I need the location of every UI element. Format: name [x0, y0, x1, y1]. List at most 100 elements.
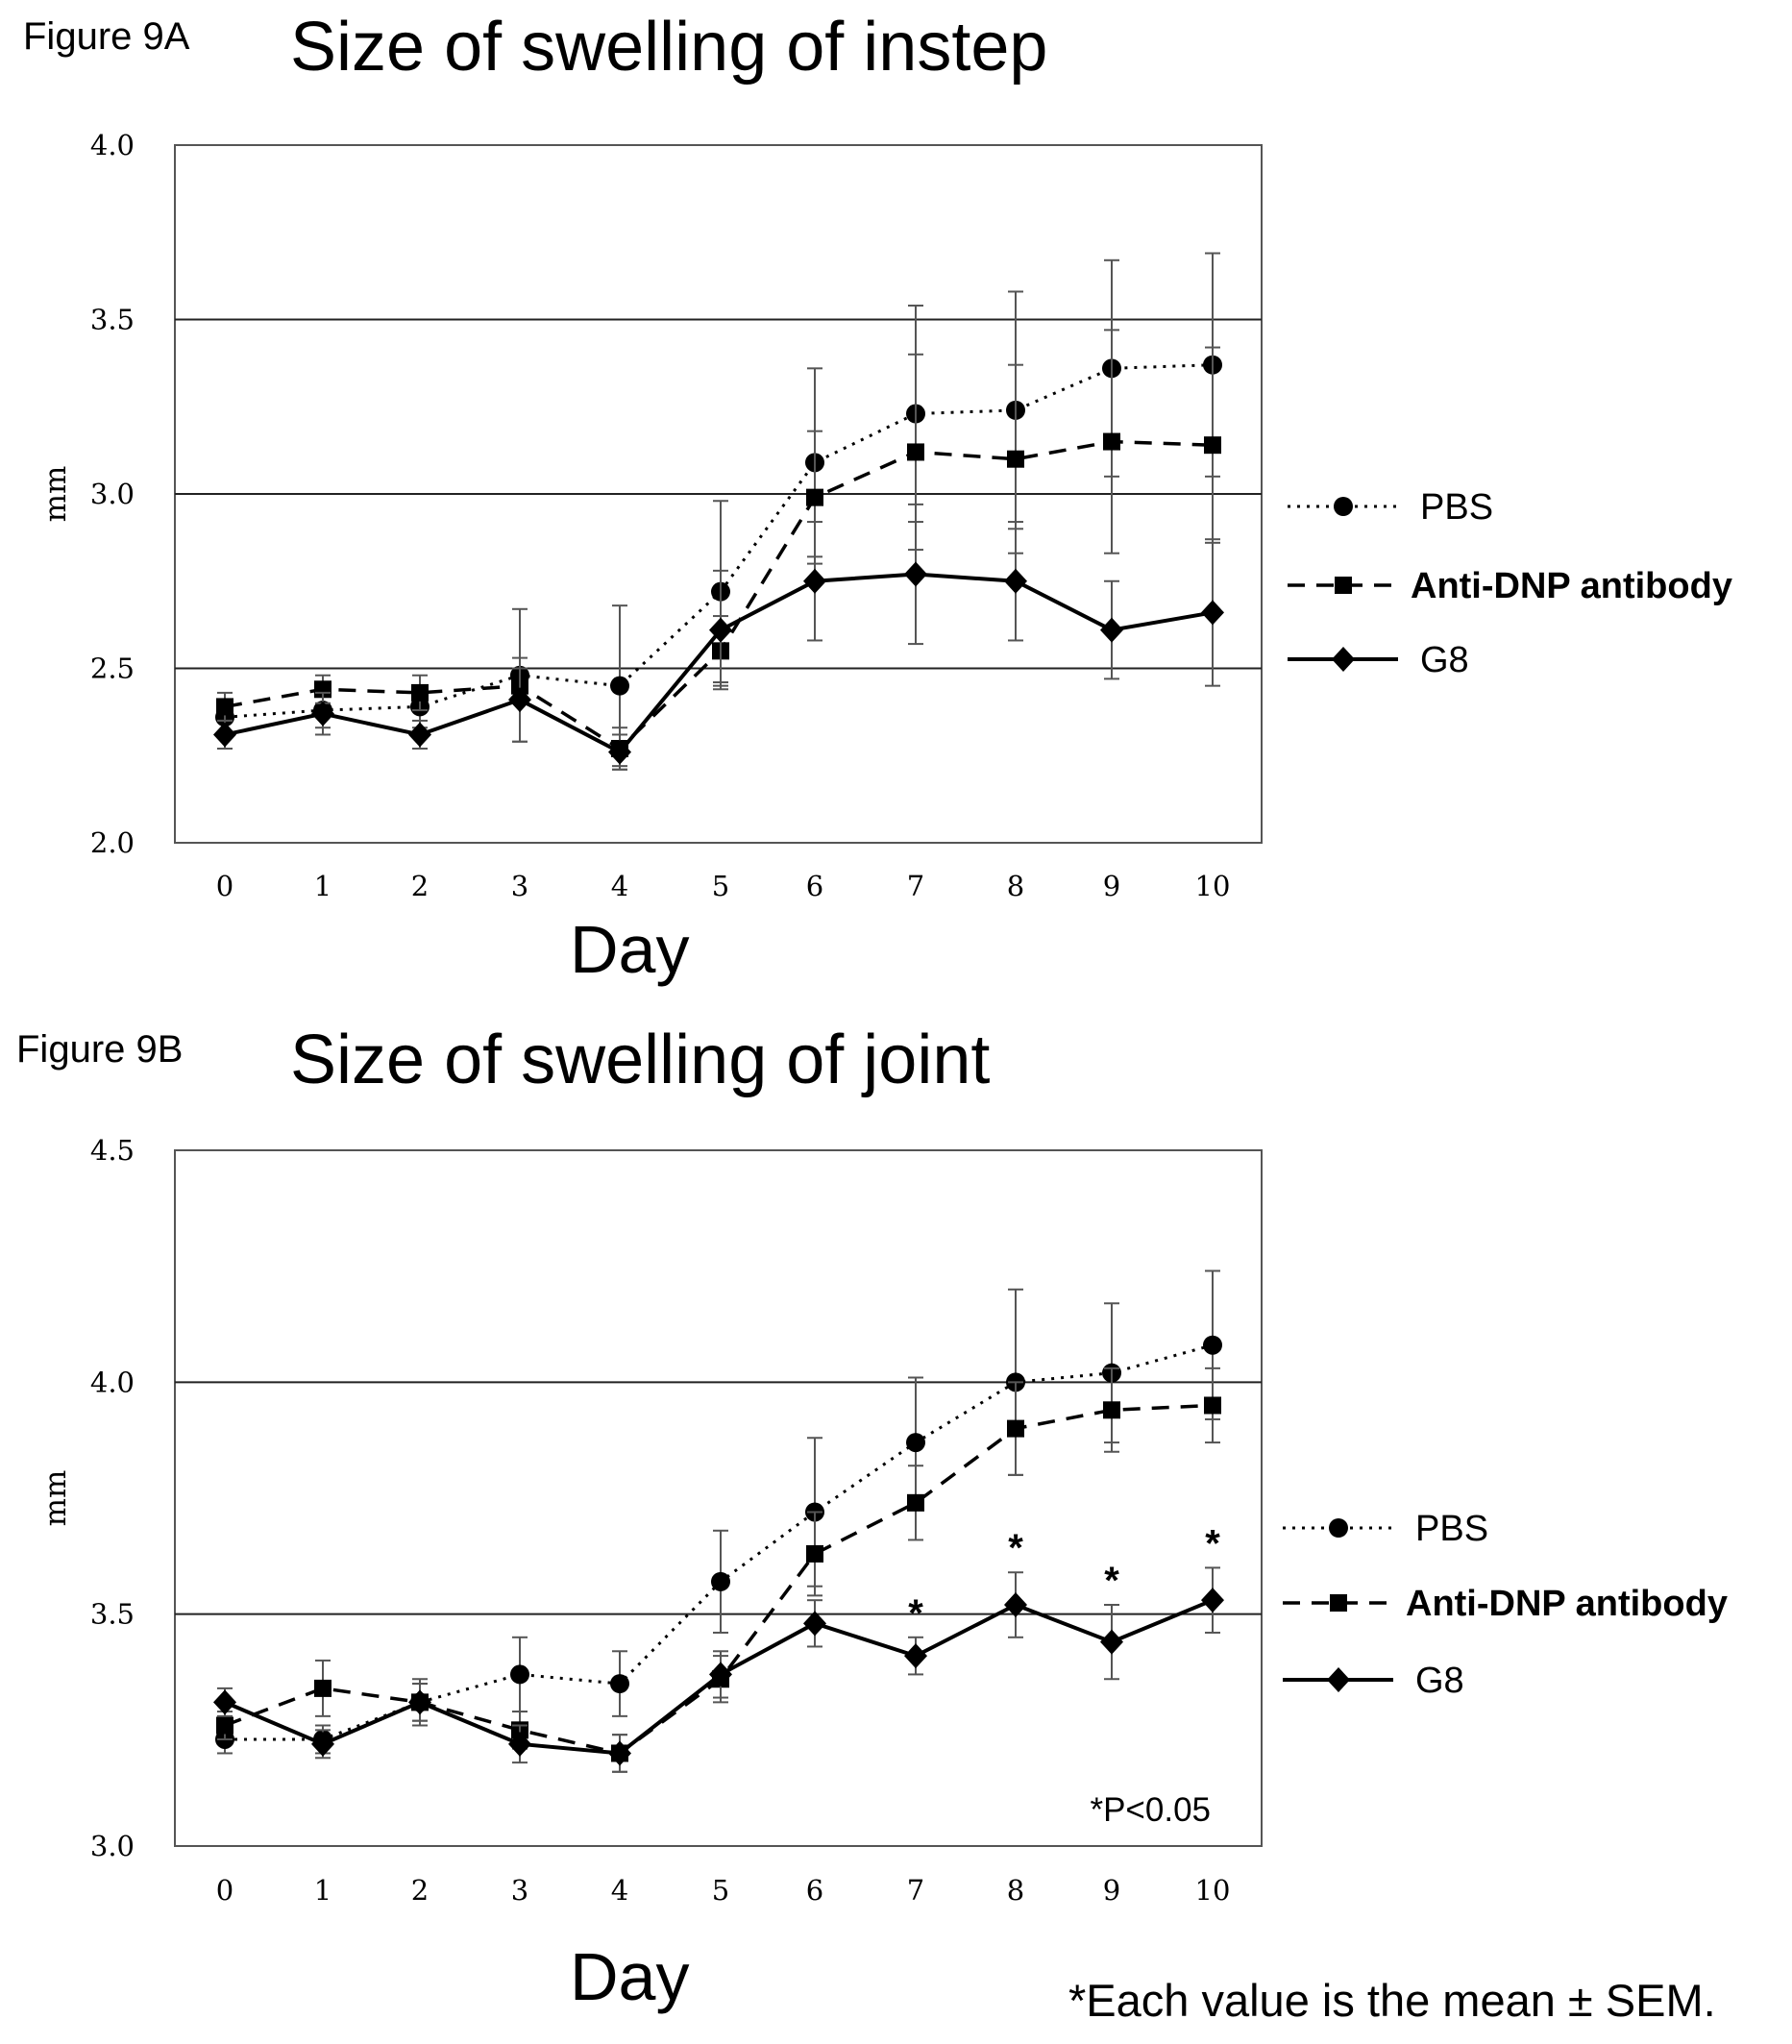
- chart-9b-legend-label: G8: [1415, 1661, 1464, 1701]
- chart-9b-series-g8-point: [213, 1689, 236, 1715]
- chart-9a-series-g8-point: [408, 722, 431, 748]
- chart-9b-series-g8-point: [408, 1689, 431, 1715]
- chart-9a-xtick-label: 5: [712, 870, 729, 902]
- chart-9a-xtick-label: 4: [611, 870, 628, 902]
- chart-9a-legend-entry: Anti-DNP antibody: [1288, 566, 1732, 606]
- chart-9b-significance-asterisk: *: [1008, 1527, 1023, 1569]
- chart-9a-legend-label: G8: [1420, 640, 1469, 680]
- chart-9a-xtick-label: 1: [314, 870, 331, 902]
- chart-9b-ytick-label: 3.5: [90, 1598, 135, 1631]
- chart-9b-legend-swatch-marker: [1329, 1518, 1348, 1538]
- chart-9b-series-g8-point: [904, 1643, 927, 1669]
- figure-9a-label: Figure 9A: [23, 15, 190, 58]
- chart-9a-series-anti-dnp-antibody: [216, 329, 1221, 771]
- chart-9a-legend-entry: PBS: [1288, 487, 1493, 528]
- chart-9a-xtick-label: 6: [806, 870, 823, 902]
- chart-9b-significance-asterisk: *: [1205, 1522, 1220, 1564]
- chart-9b-p-value-note: *P<0.05: [1090, 1791, 1211, 1829]
- chart-9a-ytick-label: 2.0: [90, 826, 135, 859]
- figure-9b-xlabel: Day: [570, 1939, 690, 2014]
- chart-9a-series-anti-dnp-antibody-point: [1204, 436, 1221, 455]
- chart-9b-series-anti-dnp-antibody-point: [1007, 1419, 1024, 1438]
- chart-9a-ytick-label: 2.5: [90, 653, 135, 685]
- chart-9a-xtick-label: 7: [907, 870, 924, 902]
- chart-9b-legend-entry: G8: [1283, 1661, 1464, 1701]
- chart-9b-series-anti-dnp-antibody-point: [1204, 1396, 1221, 1415]
- figure-9b-label: Figure 9B: [16, 1028, 184, 1071]
- figure-9a-title: Size of swelling of instep: [290, 9, 1048, 86]
- chart-9a-legend-swatch-marker: [1332, 647, 1355, 672]
- chart-9a-series-g8-point: [904, 561, 927, 587]
- chart-9b-xtick-label: 4: [611, 1874, 628, 1907]
- chart-9b-xtick-label: 0: [216, 1874, 233, 1907]
- chart-9b-series-anti-dnp-antibody: [216, 1367, 1221, 1773]
- chart-9a-ytick-label: 3.5: [90, 304, 135, 336]
- chart-9a-series-anti-dnp-antibody-point: [1103, 432, 1120, 451]
- chart-9a-series-g8-point: [508, 687, 531, 713]
- chart-9a-legend-entry: G8: [1288, 640, 1469, 680]
- sem-footnote: *Each value is the mean ± SEM.: [1068, 1975, 1716, 2026]
- chart-9b-xtick-label: 6: [806, 1874, 823, 1907]
- chart-9b-ylabel: mm: [38, 1470, 73, 1527]
- chart-9a-xtick-label: 3: [511, 870, 528, 902]
- chart-9a-series-anti-dnp-antibody-point: [806, 488, 823, 506]
- chart-9a-series-pbs-line: [224, 363, 1214, 719]
- chart-9b-series-anti-dnp-antibody-point: [314, 1679, 331, 1697]
- chart-9b-series-g8-point: [508, 1731, 531, 1757]
- chart-9a-legend-label: PBS: [1420, 487, 1493, 528]
- chart-9a-series-anti-dnp-antibody-point: [1007, 450, 1024, 468]
- chart-9a-series-g8-point: [608, 739, 631, 765]
- chart-9b-significance-asterisk: *: [1104, 1560, 1119, 1602]
- chart-9b-ytick-label: 4.0: [90, 1366, 135, 1398]
- chart-9a: 2.0 2.5 3.0 3.5 4.0 0 1 2 3 4 5 6 7 8 9 10 mm PBS Anti-DNP…: [38, 129, 1732, 902]
- chart-9a-ytick-label: 4.0: [90, 129, 135, 161]
- chart-9a-xtick-label: 10: [1195, 870, 1231, 902]
- chart-9a-legend-swatch-marker: [1335, 577, 1352, 594]
- chart-9b-series-pbs-point: [906, 1433, 925, 1453]
- chart-9b-xtick-label: 3: [511, 1874, 528, 1907]
- chart-9b-series-anti-dnp-antibody-point: [1103, 1401, 1120, 1419]
- chart-9a-ylabel: mm: [38, 466, 73, 523]
- chart-9b-series-pbs-point: [610, 1674, 629, 1694]
- chart-9b-xtick-label: 1: [314, 1874, 331, 1907]
- chart-9a-ytick-label: 3.0: [90, 478, 135, 510]
- chart-9b-series-anti-dnp-antibody-point: [806, 1544, 823, 1563]
- figure-9a-xlabel: Day: [570, 912, 690, 987]
- chart-9b-xtick-label: 9: [1103, 1874, 1120, 1907]
- chart-9a-xtick-label: 9: [1103, 870, 1120, 902]
- chart-9b-series-anti-dnp-antibody-point: [216, 1716, 233, 1735]
- chart-9a-legend-label: Anti-DNP antibody: [1411, 566, 1732, 606]
- chart-9b-plot-frame: [174, 1149, 1263, 1847]
- chart-9a-series-g8-point: [803, 568, 826, 594]
- chart-9b-xtick-label: 2: [411, 1874, 429, 1907]
- chart-9b-series-pbs-point: [510, 1664, 529, 1685]
- chart-9a-legend-swatch-marker: [1334, 497, 1353, 516]
- chart-9a-series-pbs-point: [610, 676, 629, 696]
- chart-9a-series-anti-dnp-antibody-point: [216, 698, 233, 716]
- chart-9b-ytick-label: 3.0: [90, 1830, 135, 1862]
- chart-9b-series-g8-point: [803, 1611, 826, 1637]
- chart-9b-ytick-label: 4.5: [90, 1134, 135, 1167]
- chart-9a-series-anti-dnp-antibody-point: [411, 683, 429, 702]
- chart-9b-significance-asterisk: *: [908, 1592, 923, 1635]
- chart-9b-legend-label: Anti-DNP antibody: [1406, 1584, 1728, 1624]
- figure-9b-title: Size of swelling of joint: [290, 1022, 991, 1098]
- chart-9a-series-g8-point: [311, 701, 334, 726]
- chart-9b-series-g8-point: [1100, 1629, 1123, 1655]
- chart-9b: 3.0 3.5 4.0 4.5 0 1 2 3 4 5 6 7 8 9 10 mm PBS Anti-DNP an…: [38, 1134, 1728, 1907]
- chart-9b-legend-label: PBS: [1415, 1509, 1488, 1549]
- chart-9b-series-g8-point: [608, 1740, 631, 1766]
- chart-9b-xtick-label: 8: [1007, 1874, 1024, 1907]
- chart-9b-legend-entry: Anti-DNP antibody: [1283, 1584, 1728, 1624]
- chart-9b-xtick-label: 7: [907, 1874, 924, 1907]
- chart-9b-series-g8: [213, 1566, 1224, 1773]
- chart-9a-series-anti-dnp-antibody-point: [907, 443, 924, 461]
- chart-9b-series-g8-point: [1201, 1588, 1224, 1613]
- chart-9b-xtick-label: 10: [1195, 1874, 1231, 1907]
- chart-9a-xtick-label: 8: [1007, 870, 1024, 902]
- chart-9b-series-g8-point: [709, 1662, 732, 1687]
- chart-9a-series-g8-point: [1004, 568, 1027, 594]
- chart-9b-series-pbs-point: [711, 1571, 730, 1591]
- chart-9a-series-g8: [213, 503, 1224, 771]
